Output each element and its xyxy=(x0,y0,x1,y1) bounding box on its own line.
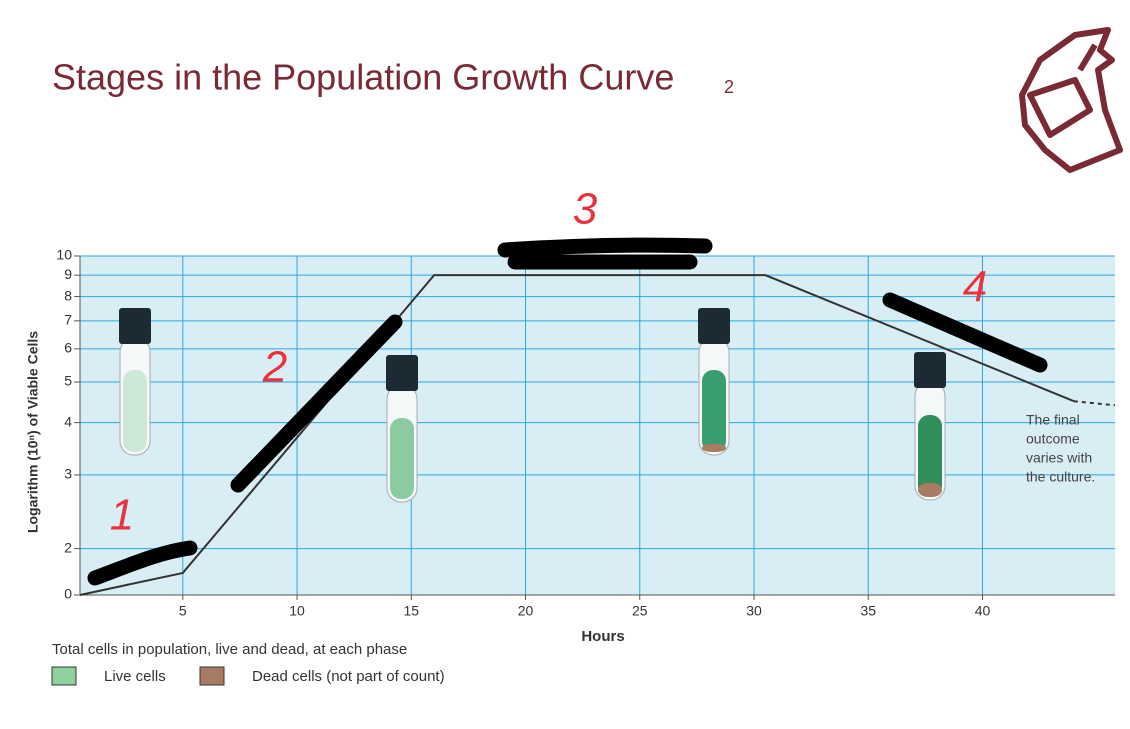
note: outcome xyxy=(1026,431,1080,447)
y-tick-label: 10 xyxy=(56,247,72,263)
title-suffix: 2 xyxy=(724,77,734,97)
phase-number: 3 xyxy=(573,185,598,234)
y-tick-label: 9 xyxy=(64,266,72,282)
x-axis-label: Hours xyxy=(581,628,624,645)
x-tick-label: 15 xyxy=(404,603,420,619)
y-tick-label: 4 xyxy=(64,413,72,429)
tube-liquid xyxy=(123,370,147,452)
tube-liquid xyxy=(702,370,726,452)
plot-background xyxy=(80,256,1115,595)
scribble xyxy=(882,292,1048,373)
growth-curve xyxy=(79,274,1075,596)
note: the culture. xyxy=(1026,469,1095,485)
y-tick-label: 5 xyxy=(64,373,72,389)
scribble xyxy=(87,540,198,586)
legend-title: Total cells in population, live and dead… xyxy=(52,641,407,658)
y-tick-label: 7 xyxy=(64,312,72,328)
test-tube xyxy=(914,352,946,501)
x-tick-label: 10 xyxy=(289,603,305,619)
tube-cap xyxy=(698,308,730,344)
note: varies with xyxy=(1026,450,1092,466)
phase-number: 2 xyxy=(262,343,287,392)
tube-dead xyxy=(702,444,726,452)
test-tube xyxy=(386,355,418,503)
test-tube xyxy=(698,308,730,456)
x-tick-label: 35 xyxy=(860,603,876,619)
y-tick-label: 8 xyxy=(64,287,72,303)
growth-curve-extension xyxy=(1073,400,1116,407)
slide-title: Stages in the Population Growth Curve xyxy=(52,57,674,98)
legend-label: Live cells xyxy=(104,668,166,685)
phase-number: 1 xyxy=(110,491,134,540)
scribble xyxy=(497,237,713,270)
logo xyxy=(1019,27,1123,173)
tube-cap xyxy=(119,308,151,344)
x-tick-label: 25 xyxy=(632,603,648,619)
x-tick-label: 20 xyxy=(518,603,534,619)
legend-label: Dead cells (not part of count) xyxy=(252,668,445,685)
y-tick-label: 2 xyxy=(64,539,72,555)
x-tick-label: 40 xyxy=(975,603,991,619)
x-tick-label: 5 xyxy=(179,603,187,619)
x-tick-label: 30 xyxy=(746,603,762,619)
legend-swatch xyxy=(199,666,225,686)
phase-number: 4 xyxy=(963,263,987,312)
y-tick-label: 6 xyxy=(64,340,72,356)
y-tick-label: 3 xyxy=(64,466,72,482)
note: The final xyxy=(1026,412,1080,428)
tube-cap xyxy=(386,355,418,391)
y-axis-label: Logarithm (10ⁿ) of Viable Cells xyxy=(25,331,41,533)
tube-liquid xyxy=(918,415,942,497)
tube-liquid xyxy=(390,418,414,499)
tube-dead xyxy=(918,483,942,497)
test-tube xyxy=(119,308,151,456)
legend-swatch xyxy=(51,666,77,686)
tube-cap xyxy=(914,352,946,388)
y-tick-label: 0 xyxy=(64,586,72,602)
scribble xyxy=(230,314,403,493)
